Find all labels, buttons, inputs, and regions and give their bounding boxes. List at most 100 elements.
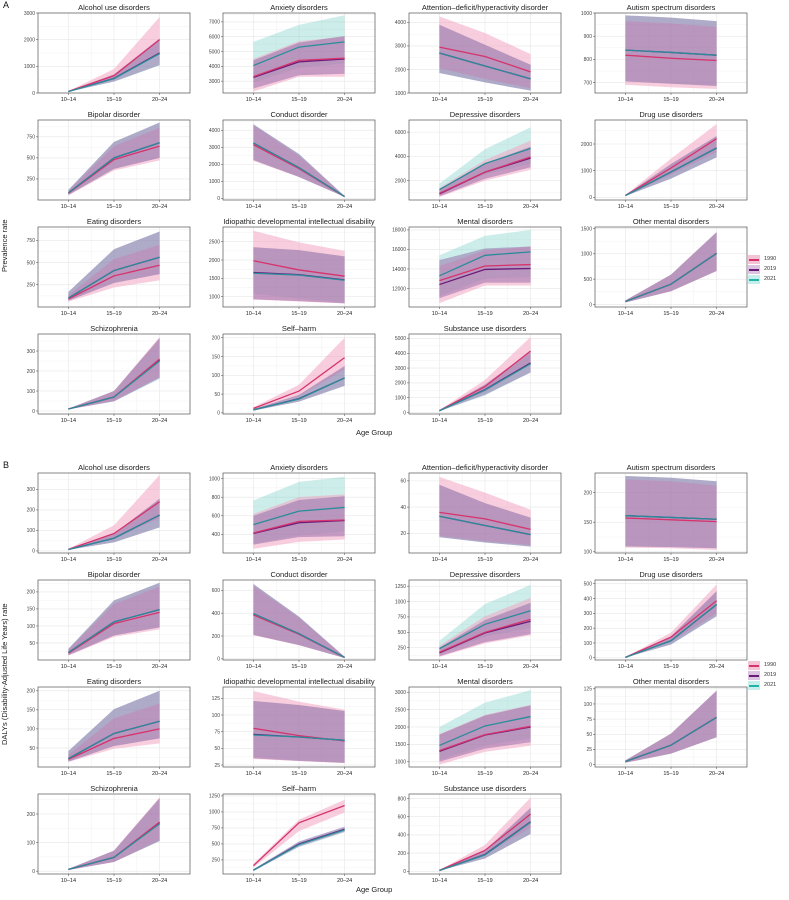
y-tick-label: 750 (212, 826, 221, 832)
y-tick-label: 300 (584, 611, 593, 617)
ribbon-2021 (439, 808, 531, 871)
x-tick-label: 20–24 (152, 311, 167, 317)
facet-title: Self–harm (282, 324, 316, 333)
line-2021 (625, 716, 717, 763)
line-2021 (625, 515, 717, 520)
y-tick-label: 4000 (395, 154, 406, 160)
facet-1-11: Other mental disorders 0 25 50 75 100 125 10–14… (584, 677, 748, 777)
y-tick-label: 750 (27, 238, 36, 244)
facet-0-4: Bipolar disorder 250 500 750 10–14 15–19 20–24 (27, 110, 191, 210)
y-tick-label: 1500 (209, 276, 220, 282)
line-1990 (252, 804, 345, 867)
ribbon-1990 (253, 799, 345, 868)
ribbon-2019 (439, 484, 531, 547)
ribbon-2019 (68, 38, 160, 92)
x-tick-label: 20–24 (709, 557, 724, 563)
y-tick-label: 6000 (395, 130, 406, 136)
line-2021 (253, 272, 345, 281)
legend-key-2019-icon (748, 670, 760, 680)
facet-title: Depressive disorders (450, 110, 521, 119)
y-tick-label: 800 (584, 57, 593, 63)
y-tick-label: 250 (212, 858, 221, 864)
facet-title: Anxiety disorders (270, 463, 328, 472)
x-tick-label: 15–19 (106, 418, 121, 424)
x-tick-label: 15–19 (291, 204, 306, 210)
x-tick-label: 15–19 (291, 97, 306, 103)
ribbon-1990 (68, 703, 160, 763)
x-tick-label: 10–14 (61, 771, 76, 777)
line-1990 (439, 618, 531, 653)
line-1990 (625, 54, 717, 62)
facet-title: Drug use disorders (639, 570, 703, 579)
ribbon-2019 (625, 475, 717, 549)
y-tick-label: 200 (27, 508, 36, 514)
y-tick-label: 3000 (395, 690, 406, 696)
facet-title: Drug use disorders (639, 110, 703, 119)
facet-0-12: Schizophrenia 0 100 200 300 10–14 15–19 20–24 (27, 324, 191, 424)
facet-0-0: Alcohol use disorders 0 1000 2000 3000 10–14 1… (24, 3, 191, 103)
x-tick-label: 15–19 (477, 664, 492, 670)
y-tick-label: 2000 (395, 725, 406, 731)
ribbon-2019 (625, 690, 717, 763)
y-tick-label: 3000 (24, 11, 35, 17)
facet-0-13: Self–harm 0 50 100 150 200 10–14 15–19 20–24 (212, 324, 376, 424)
x-tick-label: 15–19 (477, 97, 492, 103)
y-tick-label: 100 (27, 840, 36, 846)
legend-key-2021-icon (748, 680, 760, 690)
panel-b-label: B (3, 460, 10, 470)
x-tick-label: 15–19 (291, 311, 306, 317)
facet-title: Eating disorders (87, 677, 141, 686)
facet-0-11: Other mental disorders 0 500 1000 1500 10–14 1… (581, 217, 748, 317)
ribbon-1990 (253, 585, 345, 658)
ribbon-2019 (253, 124, 345, 197)
x-tick-label: 20–24 (709, 311, 724, 317)
y-tick-label: 6000 (209, 35, 220, 41)
x-tick-label: 10–14 (432, 204, 447, 210)
line-1990 (439, 725, 531, 752)
y-tick-label: 2000 (209, 258, 220, 264)
ribbon-1990 (68, 797, 160, 870)
x-tick-label: 20–24 (337, 418, 352, 424)
ribbon-1990 (439, 246, 531, 304)
y-tick-label: 3000 (209, 145, 220, 151)
ribbon-2021 (253, 827, 345, 872)
facet-0-5: Conduct disorder 0 1000 2000 3000 4000 10–14 15… (209, 110, 376, 210)
x-tick-label: 10–14 (618, 97, 633, 103)
facet-0-2: Attention–deficit/hyperactivity disorder… (395, 3, 562, 103)
y-tick-label: 50 (29, 641, 35, 647)
line-1990 (68, 611, 160, 654)
facet-title: Alcohol use disorders (78, 463, 150, 472)
y-tick-label: 1000 (209, 476, 220, 482)
y-tick-label: 750 (27, 135, 36, 141)
y-tick-label: 2500 (395, 707, 406, 713)
y-tick-label: 100 (27, 624, 36, 630)
y-tick-label: 0 (32, 869, 35, 875)
line-1990 (253, 519, 345, 534)
facet-0-1: Anxiety disorders 3000 4000 5000 6000 7000 10–… (209, 3, 376, 103)
y-tick-label: 60 (400, 479, 406, 485)
y-tick-label: 700 (584, 80, 593, 86)
x-tick-label: 10–14 (246, 771, 261, 777)
y-tick-label: 400 (212, 611, 221, 617)
x-tick-label: 20–24 (523, 664, 538, 670)
x-tick-label: 15–19 (477, 204, 492, 210)
facet-title: Autism spectrum disorders (627, 3, 716, 12)
line-2021 (68, 52, 160, 93)
facet-title: Conduct disorder (270, 110, 328, 119)
facet-title: Other mental disorders (633, 677, 710, 686)
y-tick-label: 14000 (392, 267, 406, 273)
line-2021 (68, 360, 161, 410)
y-tick-label: 2000 (395, 178, 406, 184)
y-tick-label: 1250 (209, 794, 220, 800)
legend-key-1990-icon (748, 254, 760, 264)
ribbon-2019 (253, 701, 345, 763)
ribbon-2019 (439, 705, 531, 762)
y-tick-label: 18000 (392, 228, 406, 234)
x-tick-label: 20–24 (337, 664, 352, 670)
y-tick-label: 125 (212, 696, 221, 702)
x-tick-label: 20–24 (709, 771, 724, 777)
y-tick-label: 125 (584, 687, 593, 693)
x-tick-label: 10–14 (618, 204, 633, 210)
y-tick-label: 1000 (395, 396, 406, 402)
x-tick-label: 15–19 (477, 311, 492, 317)
